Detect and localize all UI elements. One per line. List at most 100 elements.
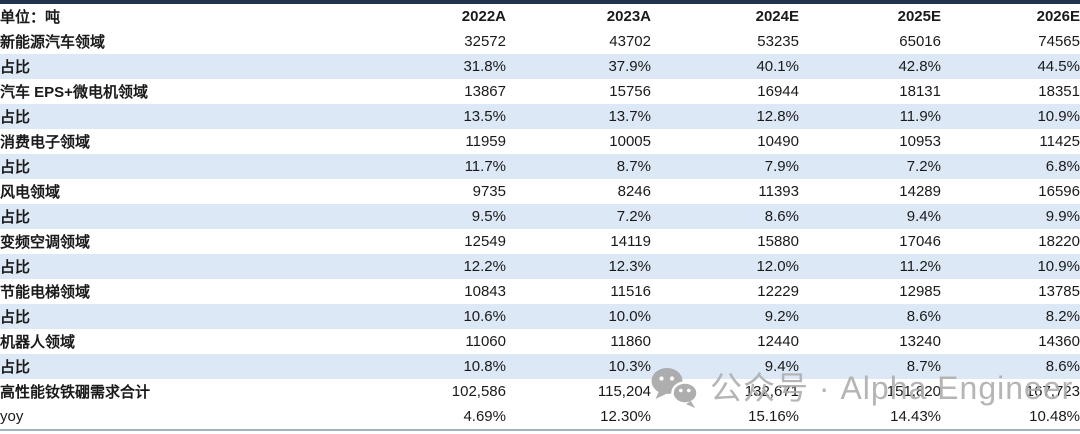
cell-value: 10.9% bbox=[1037, 258, 1080, 275]
cell-value: 15756 bbox=[609, 83, 651, 100]
table-row: 新能源汽车领域 32572 43702 53235 65016 74565 bbox=[0, 29, 1080, 54]
cell-value: 18351 bbox=[1038, 83, 1080, 100]
row-label: 机器人领域 bbox=[0, 334, 76, 351]
cell-value: 10.3% bbox=[608, 358, 651, 375]
table-body: 新能源汽车领域 32572 43702 53235 65016 74565 占比 31.8% 3… bbox=[0, 29, 1080, 430]
cell-value: 13240 bbox=[899, 333, 941, 350]
cell-value: 12.2% bbox=[463, 258, 506, 275]
cell-value: 43702 bbox=[609, 33, 651, 50]
cell-value: 9735 bbox=[472, 183, 506, 200]
cell-value: 8.7% bbox=[906, 358, 941, 375]
cell-value: 8.6% bbox=[906, 308, 941, 325]
cell-value: 8.6% bbox=[764, 208, 799, 225]
row-label: 占比 bbox=[0, 59, 31, 76]
table-row: 消费电子领域 11959 10005 10490 10953 11425 bbox=[0, 129, 1080, 154]
cell-value: 6.8% bbox=[1045, 158, 1080, 175]
cell-value: 74565 bbox=[1038, 33, 1080, 50]
cell-value: 44.5% bbox=[1037, 58, 1080, 75]
cell-value: 10.6% bbox=[463, 308, 506, 325]
column-header-2024e: 2024E bbox=[755, 8, 799, 25]
cell-value: 12.0% bbox=[756, 258, 799, 275]
table-row: 占比 9.5% 7.2% 8.6% 9.4% 9.9% bbox=[0, 204, 1080, 229]
cell-value: 65016 bbox=[899, 33, 941, 50]
cell-value: 12440 bbox=[757, 333, 799, 350]
cell-value: 11959 bbox=[465, 133, 506, 150]
cell-value: 9.5% bbox=[471, 208, 506, 225]
cell-value: 9.2% bbox=[764, 308, 799, 325]
row-label: 高性能钕铁硼需求合计 bbox=[0, 384, 151, 401]
cell-value: 32572 bbox=[464, 33, 506, 50]
cell-value: 4.69% bbox=[463, 408, 506, 425]
cell-value: 11425 bbox=[1039, 133, 1080, 150]
row-label: 节能电梯领域 bbox=[0, 284, 91, 301]
column-header-2026e: 2026E bbox=[1036, 8, 1080, 25]
table-row: 占比 10.6% 10.0% 9.2% 8.6% 8.2% bbox=[0, 304, 1080, 329]
row-label: 占比 bbox=[0, 109, 31, 126]
table-row: 节能电梯领域 10843 11516 12229 12985 13785 bbox=[0, 279, 1080, 304]
cell-value: 10953 bbox=[899, 133, 941, 150]
unit-label: 单位：吨 bbox=[0, 9, 61, 26]
cell-value: 15.16% bbox=[748, 408, 799, 425]
cell-value: 11060 bbox=[465, 333, 506, 350]
cell-value: 31.8% bbox=[463, 58, 506, 75]
cell-value: 10.8% bbox=[463, 358, 506, 375]
table-row: 占比 12.2% 12.3% 12.0% 11.2% 10.9% bbox=[0, 254, 1080, 279]
cell-value: 9.9% bbox=[1045, 208, 1080, 225]
row-label: 占比 bbox=[0, 159, 31, 176]
cell-value: 13.5% bbox=[463, 108, 506, 125]
cell-value: 132,671 bbox=[744, 383, 799, 400]
row-label: 占比 bbox=[0, 309, 31, 326]
cell-value: 13785 bbox=[1038, 283, 1080, 300]
row-label: 新能源汽车领域 bbox=[0, 34, 106, 51]
cell-value: 11.7% bbox=[464, 158, 506, 175]
cell-value: 42.8% bbox=[898, 58, 941, 75]
cell-value: 12.3% bbox=[608, 258, 651, 275]
cell-value: 18131 bbox=[899, 83, 941, 100]
column-header-2025e: 2025E bbox=[897, 8, 941, 25]
cell-value: 11860 bbox=[610, 333, 651, 350]
row-label: 消费电子领域 bbox=[0, 134, 91, 151]
table-row: 占比 13.5% 13.7% 12.8% 11.9% 10.9% bbox=[0, 104, 1080, 129]
cell-value: 16944 bbox=[757, 83, 799, 100]
cell-value: 40.1% bbox=[756, 58, 799, 75]
cell-value: 10.48% bbox=[1029, 408, 1080, 425]
table-row: 占比 10.8% 10.3% 9.4% 8.7% 8.6% bbox=[0, 354, 1080, 379]
cell-value: 14289 bbox=[899, 183, 941, 200]
cell-value: 10843 bbox=[464, 283, 506, 300]
cell-value: 13.7% bbox=[608, 108, 651, 125]
cell-value: 12229 bbox=[757, 283, 799, 300]
cell-value: 11.9% bbox=[899, 108, 941, 125]
cell-value: 12985 bbox=[899, 283, 941, 300]
cell-value: 11516 bbox=[610, 283, 651, 300]
row-label: 占比 bbox=[0, 359, 31, 376]
cell-value: 11.2% bbox=[899, 258, 941, 275]
cell-value: 8.7% bbox=[616, 158, 651, 175]
cell-value: 14119 bbox=[610, 233, 651, 250]
table-row: 风电领域 9735 8246 11393 14289 16596 bbox=[0, 179, 1080, 204]
cell-value: 167,723 bbox=[1025, 383, 1080, 400]
table-row: yoy 4.69% 12.30% 15.16% 14.43% 10.48% bbox=[0, 404, 1080, 430]
cell-value: 12.30% bbox=[600, 408, 651, 425]
cell-value: 7.2% bbox=[906, 158, 941, 175]
cell-value: 10490 bbox=[757, 133, 799, 150]
cell-value: 10005 bbox=[609, 133, 651, 150]
row-label: 占比 bbox=[0, 209, 31, 226]
cell-value: 15880 bbox=[757, 233, 799, 250]
cell-value: 151,820 bbox=[886, 383, 941, 400]
cell-value: 14360 bbox=[1038, 333, 1080, 350]
row-label: yoy bbox=[0, 408, 24, 425]
cell-value: 12.8% bbox=[756, 108, 799, 125]
cell-value: 11393 bbox=[758, 183, 799, 200]
table-row: 机器人领域 11060 11860 12440 13240 14360 bbox=[0, 329, 1080, 354]
cell-value: 16596 bbox=[1038, 183, 1080, 200]
cell-value: 18220 bbox=[1038, 233, 1080, 250]
table-row: 汽车 EPS+微电机领域 13867 15756 16944 18131 18351 bbox=[0, 79, 1080, 104]
cell-value: 10.0% bbox=[608, 308, 651, 325]
cell-value: 9.4% bbox=[764, 358, 799, 375]
header-row: 单位：吨 2022A 2023A 2024E 2025E 2026E bbox=[0, 2, 1080, 29]
row-label: 汽车 EPS+微电机领域 bbox=[0, 84, 148, 101]
cell-value: 37.9% bbox=[608, 58, 651, 75]
row-label: 变频空调领域 bbox=[0, 234, 91, 251]
cell-value: 7.9% bbox=[764, 158, 799, 175]
